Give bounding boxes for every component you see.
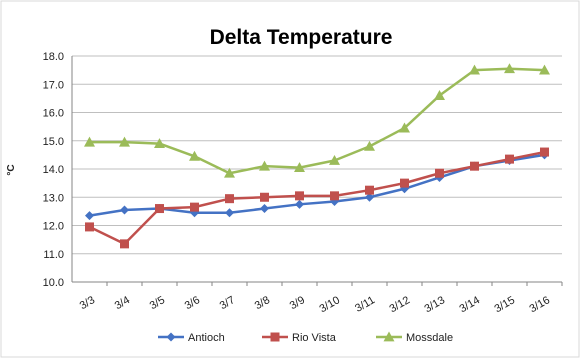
data-point-mossdale — [329, 155, 340, 165]
data-point-mossdale — [154, 138, 165, 148]
legend-label-rio-vista: Rio Vista — [292, 332, 337, 344]
data-point-rio-vista — [330, 191, 339, 201]
data-point-mossdale — [434, 90, 445, 100]
data-point-mossdale — [469, 64, 480, 75]
data-point-rio-vista — [120, 239, 129, 249]
y-axis-label: °C — [6, 164, 17, 175]
chart-title: Delta Temperature — [210, 26, 393, 49]
y-tick-label: 17.0 — [43, 79, 64, 91]
data-point-rio-vista — [505, 154, 514, 164]
y-tick-label: 12.0 — [43, 221, 64, 233]
y-axis-ticks: 10.0 11.0 12.0 13.0 14.0 15.0 16.0 17.0 18.0 — [43, 51, 64, 289]
data-point-rio-vista — [435, 168, 444, 178]
legend-item-rio-vista: Rio Vista — [262, 332, 337, 344]
data-point-mossdale — [189, 150, 200, 161]
data-point-mossdale — [259, 160, 270, 171]
data-point-antioch — [225, 208, 234, 218]
legend-label-mossdale: Mossdale — [406, 332, 453, 344]
data-point-rio-vista — [190, 202, 199, 212]
data-point-antioch — [295, 199, 304, 209]
series-group — [84, 63, 550, 249]
y-tick-label: 11.0 — [43, 249, 64, 261]
data-point-rio-vista — [400, 178, 409, 188]
data-point-antioch — [260, 204, 269, 214]
data-point-mossdale — [539, 64, 550, 75]
y-tick-label: 14.0 — [43, 164, 64, 176]
series-line-rio-vista — [88, 150, 545, 246]
legend: Antioch Rio Vista Mossdale — [158, 331, 453, 344]
legend-marker-mossdale — [383, 331, 395, 342]
data-point-rio-vista — [295, 191, 304, 201]
y-tick-label: 18.0 — [43, 51, 64, 63]
data-point-mossdale — [504, 63, 515, 74]
data-point-rio-vista — [85, 222, 94, 232]
data-point-antioch — [120, 205, 129, 215]
legend-marker-rio-vista — [270, 332, 280, 342]
y-tick-label: 10.0 — [43, 277, 64, 289]
series-rio-vista — [85, 147, 549, 249]
y-tick-label: 15.0 — [43, 136, 64, 148]
data-point-mossdale — [399, 122, 410, 133]
data-point-mossdale — [364, 140, 375, 151]
data-point-rio-vista — [470, 161, 479, 171]
series-mossdale — [84, 63, 550, 178]
data-point-mossdale — [224, 167, 235, 178]
data-point-rio-vista — [365, 185, 374, 195]
legend-marker-antioch — [166, 332, 176, 342]
data-point-rio-vista — [260, 192, 269, 202]
data-point-rio-vista — [540, 147, 549, 157]
y-tick-label: 13.0 — [43, 192, 64, 204]
data-point-rio-vista — [155, 204, 164, 214]
data-point-antioch — [365, 192, 374, 202]
gridlines — [72, 55, 562, 255]
data-point-antioch — [85, 211, 94, 221]
legend-item-mossdale: Mossdale — [376, 331, 453, 344]
data-point-mossdale — [119, 136, 130, 147]
data-point-mossdale — [294, 162, 305, 172]
legend-label-antioch: Antioch — [188, 332, 225, 344]
data-point-rio-vista — [225, 194, 234, 204]
y-tick-label: 16.0 — [43, 108, 64, 120]
series-line-mossdale — [89, 67, 545, 175]
legend-item-antioch: Antioch — [158, 332, 225, 344]
data-point-mossdale — [84, 136, 95, 147]
